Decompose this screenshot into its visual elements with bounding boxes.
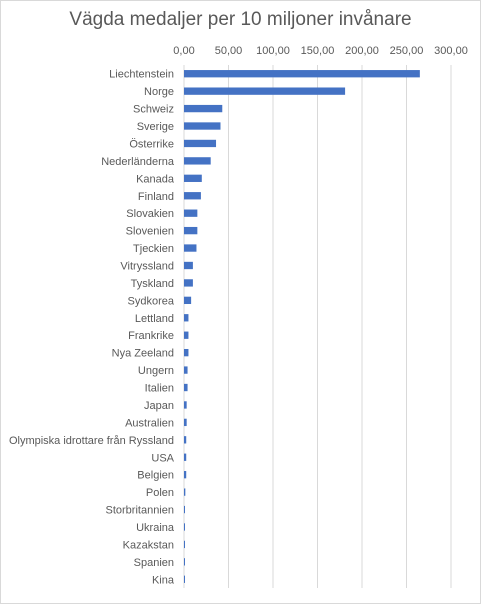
category-label: Österrike: [129, 138, 174, 150]
bar: [184, 418, 187, 427]
bar: [184, 104, 223, 113]
category-label: Kina: [152, 574, 175, 586]
category-label: Tjeckien: [133, 243, 174, 255]
chart-title: Vägda medaljer per 10 miljoner invånare: [69, 9, 412, 30]
bar: [184, 331, 189, 339]
bars: [184, 70, 420, 583]
category-label: Frankrike: [128, 330, 174, 342]
bar: [184, 540, 185, 549]
category-label: Norge: [144, 86, 174, 98]
category-label: Ungern: [138, 365, 174, 377]
bar: [184, 244, 197, 252]
bar: [184, 383, 188, 392]
x-tick-label: 150,00: [301, 45, 335, 57]
bar: [184, 296, 192, 305]
category-label: Olympiska idrottare från Ryssland: [9, 435, 174, 447]
bar: [184, 192, 201, 200]
x-tick-label: 250,00: [390, 45, 424, 57]
category-label: Sydkorea: [128, 295, 175, 307]
bar: [184, 261, 193, 270]
bar: [184, 70, 420, 78]
bar: [184, 157, 211, 165]
bar: [184, 505, 185, 514]
bar: [184, 348, 189, 357]
category-label: Japan: [144, 400, 174, 412]
bar: [184, 366, 188, 374]
bar: [184, 471, 187, 479]
bar: [184, 174, 202, 182]
bar: [184, 122, 221, 130]
x-tick-label: 200,00: [345, 45, 379, 57]
category-label: Polen: [146, 487, 174, 499]
bar: [184, 314, 189, 322]
bar: [184, 401, 187, 409]
category-label: Italien: [145, 383, 174, 395]
bar: [184, 436, 187, 444]
category-label: Australien: [125, 417, 174, 429]
category-label: Liechtenstein: [109, 69, 174, 81]
category-label: Nya Zeeland: [112, 348, 174, 360]
bar: [184, 87, 346, 95]
category-label: Kazakstan: [123, 539, 174, 551]
x-axis-tick-labels: 0,00 50,00 100,00 150,00 200,00 250,00 300,00: [173, 45, 468, 57]
category-label: Ukraina: [136, 522, 175, 534]
x-tick-label: 0,00: [173, 45, 194, 57]
category-label: Nederländerna: [101, 156, 175, 168]
bar: [184, 279, 193, 287]
y-axis-category-labels: Liechtenstein Norge Schweiz Sverige Österrik…: [9, 69, 175, 587]
x-tick-label: 300,00: [434, 45, 468, 57]
category-label: Storbritannien: [106, 505, 175, 517]
category-label: Finland: [138, 191, 174, 203]
category-label: USA: [151, 452, 174, 464]
bar: [184, 523, 185, 531]
bar: [184, 558, 185, 566]
bar: [184, 139, 217, 148]
category-label: Tyskland: [131, 278, 174, 290]
bar: [184, 575, 185, 583]
category-label: Schweiz: [133, 104, 174, 116]
category-label: Vitryssland: [120, 260, 174, 272]
bar: [184, 209, 198, 217]
category-label: Sverige: [137, 121, 174, 133]
bar: [184, 226, 198, 235]
category-label: Slovakien: [126, 208, 174, 220]
gridlines: [183, 65, 452, 588]
category-label: Belgien: [137, 470, 174, 482]
bar: [184, 453, 187, 461]
category-label: Slovenien: [126, 226, 174, 238]
x-tick-label: 100,00: [256, 45, 290, 57]
x-tick-label: 50,00: [215, 45, 243, 57]
category-label: Kanada: [136, 173, 175, 185]
bar: [184, 488, 186, 496]
category-label: Spanien: [134, 557, 174, 569]
category-label: Lettland: [135, 313, 174, 325]
